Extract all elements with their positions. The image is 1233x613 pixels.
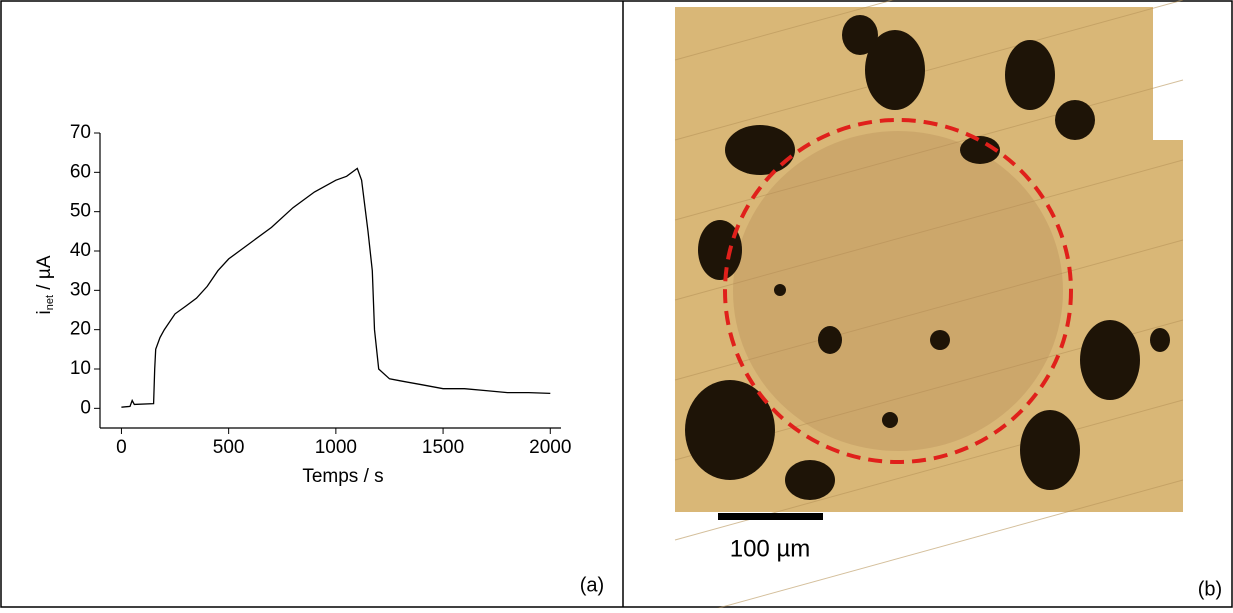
y-tick-label: 60	[70, 161, 91, 182]
y-tick-label: 50	[70, 201, 91, 222]
scale-bar-label: 100 µm	[730, 535, 811, 562]
panel-label: (b)	[1198, 578, 1222, 600]
y-axis-title-unit: / µA	[34, 255, 55, 295]
y-tick-label: 20	[70, 319, 91, 340]
y-tick-label: 10	[70, 358, 91, 379]
y-axis-title-sub: net	[44, 295, 56, 310]
y-axis-title-main: i	[34, 310, 55, 314]
x-tick-label: 0	[116, 437, 127, 458]
y-tick-label: 30	[70, 279, 91, 300]
micrograph	[674, 0, 1184, 613]
x-tick-label: 1500	[422, 437, 464, 458]
y-tick-label: 40	[70, 240, 91, 261]
x-tick-label: 2000	[529, 437, 571, 458]
x-tick-label: 1000	[315, 437, 357, 458]
x-axis-title: Temps / s	[302, 466, 383, 487]
y-tick-label: 70	[70, 122, 91, 143]
panel-label: (a)	[580, 574, 604, 596]
y-tick-label: 0	[80, 397, 91, 418]
data-line	[121, 167, 551, 408]
y-axis-title: inet / µA	[34, 255, 56, 314]
scale-bar	[718, 513, 823, 520]
x-tick-label: 500	[213, 437, 245, 458]
